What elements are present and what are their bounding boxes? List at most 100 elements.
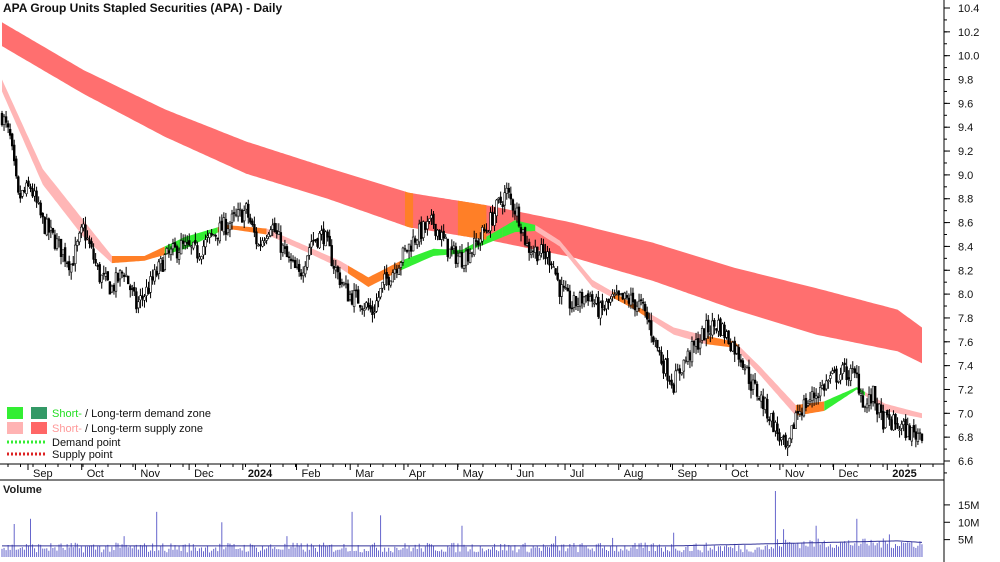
candle-body	[464, 250, 468, 266]
candle-body	[281, 244, 285, 253]
candle-body	[656, 339, 659, 349]
candle-body	[342, 282, 346, 286]
candle-body	[55, 238, 59, 249]
candle	[790, 425, 793, 444]
candle-body	[416, 239, 419, 245]
legend-demand-sep: /	[82, 408, 91, 420]
candle-body	[422, 221, 425, 239]
candle	[737, 344, 740, 367]
candle-body	[729, 343, 732, 351]
x-tick-label: Mar	[355, 468, 374, 480]
candle-body	[100, 274, 103, 283]
candle	[47, 217, 51, 241]
candle	[308, 243, 311, 260]
x-tick-label: Dec	[194, 468, 214, 480]
candle-body	[725, 331, 728, 338]
candle	[448, 248, 451, 259]
candle-body	[436, 229, 439, 237]
candle	[568, 284, 572, 316]
candle-body	[326, 231, 329, 238]
candle-body	[914, 431, 918, 440]
candle	[43, 216, 46, 235]
candle-body	[658, 349, 661, 353]
candle	[263, 237, 266, 246]
candle-body	[446, 238, 449, 257]
candle-body	[670, 379, 673, 386]
candle-body	[603, 308, 606, 311]
candle-body	[621, 292, 624, 300]
candle-body	[314, 239, 317, 241]
candle	[609, 296, 612, 306]
candle-body	[167, 250, 171, 254]
candle-body	[19, 192, 22, 199]
candle-body	[23, 190, 26, 192]
candle-body	[218, 222, 221, 242]
candle-body	[171, 243, 175, 250]
candle	[253, 216, 256, 238]
candle-body	[302, 272, 305, 276]
candle-body	[255, 231, 258, 245]
candle	[778, 428, 781, 446]
candle	[226, 222, 230, 236]
candle	[916, 428, 920, 445]
candle-body	[214, 235, 217, 237]
candle	[898, 425, 901, 438]
candle	[554, 268, 557, 276]
candle	[631, 287, 635, 310]
candle	[745, 365, 749, 369]
candle-body	[442, 230, 445, 239]
candle-body	[202, 245, 205, 256]
candle	[17, 175, 20, 195]
candle-body	[74, 244, 77, 264]
candle-body	[605, 301, 608, 310]
candle-body	[896, 423, 899, 429]
candle-body	[405, 249, 409, 252]
candle	[143, 293, 146, 308]
y-tick-label: 9.8	[958, 75, 973, 87]
candle-body	[688, 352, 692, 361]
x-axis-ticks: Sep Oct Nov Dec 2024 Feb Mar Apr May Jun Jul Aug Sep…	[7, 464, 934, 480]
x-tick-label: Jun	[516, 468, 534, 480]
candle-body	[521, 229, 525, 233]
candle-body	[475, 240, 478, 242]
y-tick-label: 10.0	[958, 51, 979, 63]
candle-body	[794, 412, 797, 429]
y-tick-label: 9.4	[958, 122, 973, 134]
candle-body	[194, 240, 197, 244]
candle-body	[0, 112, 4, 126]
candle	[639, 293, 643, 306]
candle-body	[141, 295, 144, 299]
candle	[422, 220, 425, 241]
candle-body	[865, 403, 869, 409]
candle-body	[607, 298, 610, 304]
candle-body	[340, 282, 344, 284]
candle	[509, 186, 513, 206]
candle-body	[890, 419, 893, 430]
short-term-zone-segment-8	[535, 225, 613, 298]
candle-body	[216, 237, 219, 240]
candle	[442, 224, 445, 242]
candle	[517, 203, 521, 228]
candle	[434, 223, 437, 240]
candle-body	[743, 368, 747, 371]
candle	[59, 238, 63, 265]
candle-body	[90, 241, 93, 248]
candle-body	[13, 144, 16, 162]
candle-body	[835, 368, 838, 383]
candle-body	[291, 259, 295, 262]
candle	[29, 183, 32, 193]
candle-body	[212, 234, 215, 237]
candle-body	[116, 272, 120, 282]
candle-body	[629, 294, 633, 306]
candle-body	[827, 380, 830, 383]
candle	[794, 410, 797, 429]
candle-body	[438, 229, 441, 241]
candle	[503, 185, 506, 213]
candle	[570, 301, 574, 313]
candle-body	[279, 232, 283, 253]
volume-y-tick-label: 5M	[958, 535, 973, 547]
candle-body	[715, 328, 718, 331]
candle	[230, 209, 234, 230]
candle-body	[652, 336, 655, 343]
candle	[682, 359, 686, 379]
